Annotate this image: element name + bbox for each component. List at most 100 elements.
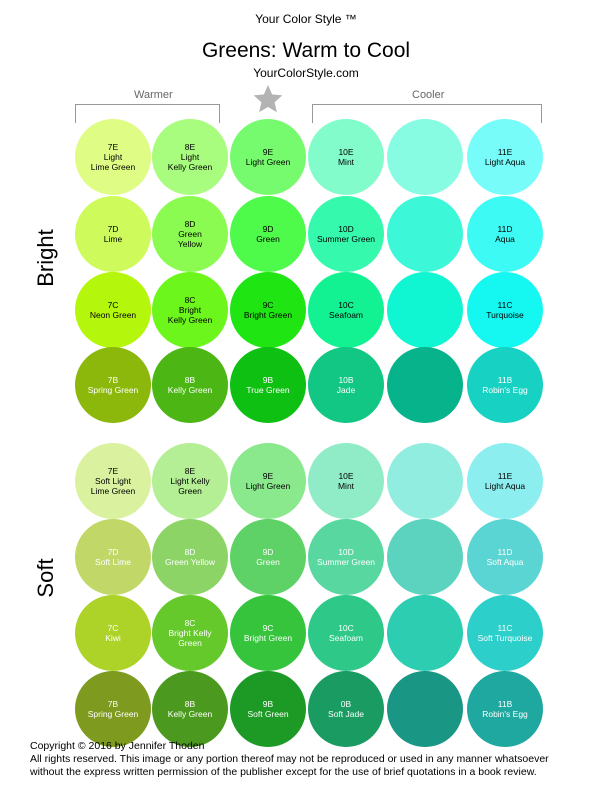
swatch-label: 7E Light Lime Green bbox=[80, 142, 146, 172]
swatch-label: 10B Jade bbox=[313, 375, 379, 395]
swatch-soft-11e: 11E Light Aqua bbox=[467, 443, 543, 519]
swatch-code: 11D bbox=[497, 224, 513, 234]
swatch-soft-8c: 8C Bright Kelly Green bbox=[152, 595, 228, 671]
swatch-label: 9B True Green bbox=[235, 375, 301, 395]
swatch-code: 8E bbox=[184, 466, 196, 476]
page-title: Greens: Warm to Cool bbox=[201, 39, 411, 62]
swatch-soft-11d: 11D Soft Aqua bbox=[467, 519, 543, 595]
swatch-code: 10D bbox=[338, 224, 354, 234]
swatch-soft-9e: 9E Light Green bbox=[230, 443, 306, 519]
star-icon bbox=[253, 85, 283, 113]
swatch-name: Green bbox=[256, 557, 280, 567]
swatch-name: Seafoam bbox=[328, 310, 364, 320]
swatch-label: 10E Mint bbox=[313, 147, 379, 167]
swatch-name: Mint bbox=[337, 481, 355, 491]
swatch-code: 7B bbox=[107, 699, 119, 709]
swatch-name: Light Green bbox=[245, 157, 291, 167]
cooler-bracket bbox=[312, 104, 542, 123]
swatch-code: 7C bbox=[107, 300, 119, 310]
swatch-code: 9B bbox=[262, 699, 274, 709]
swatch-code: 11E bbox=[497, 471, 513, 481]
swatch-label: 8C Bright Kelly Green bbox=[157, 618, 223, 648]
swatch-soft-10e: 10E Mint bbox=[308, 443, 384, 519]
swatch-label: 10E Mint bbox=[313, 471, 379, 491]
swatch-bright-8e: 8E Light Kelly Green bbox=[152, 119, 228, 195]
swatch-code: 8B bbox=[184, 699, 196, 709]
swatch-name: Kelly Green bbox=[167, 709, 213, 719]
swatch-bright-8b: 8B Kelly Green bbox=[152, 347, 228, 423]
swatch-soft-8b: 8B Kelly Green bbox=[152, 671, 228, 747]
swatch-soft-7e: 7E Soft Light Lime Green bbox=[75, 443, 151, 519]
warmer-bracket bbox=[75, 104, 220, 123]
swatch-label: 11B Robin's Egg bbox=[472, 375, 538, 395]
swatch-name: Kiwi bbox=[105, 633, 121, 643]
swatch-name: Summer Green bbox=[316, 234, 376, 244]
swatch-label: 9D Green bbox=[235, 547, 301, 567]
swatch-code: 8B bbox=[184, 375, 196, 385]
swatch-bright-7e: 7E Light Lime Green bbox=[75, 119, 151, 195]
swatch-label: 10D Summer Green bbox=[313, 224, 379, 244]
swatch-name: Soft Aqua bbox=[486, 557, 524, 567]
swatch-name: Light Lime Green bbox=[90, 152, 136, 172]
swatch-label: 7D Lime bbox=[80, 224, 146, 244]
swatch-name: Light Aqua bbox=[484, 157, 526, 167]
swatch-code: 9E bbox=[262, 147, 274, 157]
swatch-code: 9D bbox=[262, 547, 274, 557]
swatch-bright-9c: 9C Bright Green bbox=[230, 272, 306, 348]
swatch-label: 7B Spring Green bbox=[80, 375, 146, 395]
swatch-code: 8C bbox=[184, 295, 196, 305]
swatch-bright-11e: 11E Light Aqua bbox=[467, 119, 543, 195]
swatch-name: Light Kelly Green bbox=[167, 152, 213, 172]
swatch-label: 7B Spring Green bbox=[80, 699, 146, 719]
swatch-soft-8e: 8E Light Kelly Green bbox=[152, 443, 228, 519]
swatch-name: Jade bbox=[336, 385, 356, 395]
swatch-bright-7d: 7D Lime bbox=[75, 196, 151, 272]
swatch-name: Light Green bbox=[245, 481, 291, 491]
swatch-code: 11D bbox=[497, 547, 513, 557]
swatch-name: Spring Green bbox=[87, 709, 139, 719]
swatch-bright-8c: 8C Bright Kelly Green bbox=[152, 272, 228, 348]
swatch-bright-unlabeled bbox=[387, 119, 463, 195]
swatch-name: Robin's Egg bbox=[482, 385, 528, 395]
swatch-code: 9D bbox=[262, 224, 274, 234]
swatch-label: 8D Green Yellow bbox=[157, 219, 223, 249]
swatch-name: Green bbox=[256, 234, 280, 244]
swatch-label: 8D Green Yellow bbox=[157, 547, 223, 567]
swatch-name: Summer Green bbox=[316, 557, 376, 567]
swatch-name: Aqua bbox=[495, 234, 515, 244]
swatch-soft-7c: 7C Kiwi bbox=[75, 595, 151, 671]
swatch-name: Green Yellow bbox=[164, 557, 216, 567]
swatch-bright-11d: 11D Aqua bbox=[467, 196, 543, 272]
swatch-label: 7C Kiwi bbox=[80, 623, 146, 643]
swatch-bright-10c: 10C Seafoam bbox=[308, 272, 384, 348]
swatch-bright-7b: 7B Spring Green bbox=[75, 347, 151, 423]
swatch-soft-11c: 11C Soft Turquoise bbox=[467, 595, 543, 671]
swatch-soft-unlabeled bbox=[387, 443, 463, 519]
swatch-bright-10e: 10E Mint bbox=[308, 119, 384, 195]
swatch-code: 11B bbox=[497, 375, 513, 385]
permission-line: without the express written permission o… bbox=[30, 766, 537, 778]
swatch-code: 9B bbox=[262, 375, 274, 385]
swatch-label: 10C Seafoam bbox=[313, 623, 379, 643]
swatch-code: 11E bbox=[497, 147, 513, 157]
swatch-soft-unlabeled bbox=[387, 671, 463, 747]
swatch-label: 10D Summer Green bbox=[313, 547, 379, 567]
swatch-label: 7C Neon Green bbox=[80, 300, 146, 320]
swatch-code: 8C bbox=[184, 618, 196, 628]
swatch-name: Seafoam bbox=[328, 633, 364, 643]
swatch-bright-7c: 7C Neon Green bbox=[75, 272, 151, 348]
swatch-soft-11b: 11B Robin's Egg bbox=[467, 671, 543, 747]
swatch-name: Green Yellow bbox=[177, 229, 203, 249]
swatch-name: Light Aqua bbox=[484, 481, 526, 491]
swatch-soft-7d: 7D Soft Lime bbox=[75, 519, 151, 595]
swatch-name: Soft Jade bbox=[328, 709, 364, 719]
swatch-code: 7E bbox=[107, 142, 119, 152]
swatch-name: Light Kelly Green bbox=[170, 476, 210, 496]
swatch-code: 7D bbox=[107, 547, 119, 557]
swatch-label: 8B Kelly Green bbox=[157, 375, 223, 395]
swatch-code: 9C bbox=[262, 623, 274, 633]
swatch-code: 0B bbox=[340, 699, 352, 709]
swatch-code: 11C bbox=[497, 623, 513, 633]
swatch-code: 8D bbox=[184, 547, 196, 557]
swatch-code: 10D bbox=[338, 547, 354, 557]
